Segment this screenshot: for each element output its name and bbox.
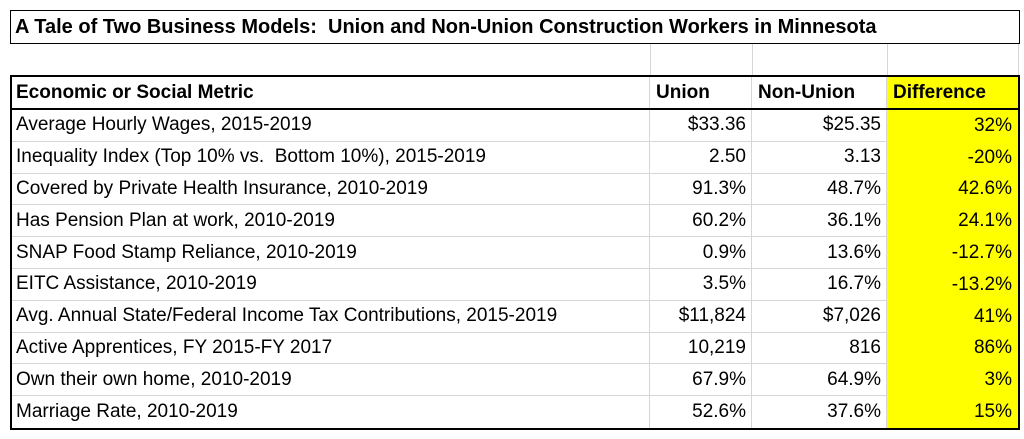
- metric-cell[interactable]: Average Hourly Wages, 2015-2019: [12, 110, 650, 142]
- table-header-row: Economic or Social Metric Union Non-Unio…: [12, 77, 1018, 110]
- union-value-cell[interactable]: 60.2%: [650, 205, 752, 238]
- metric-cell[interactable]: EITC Assistance, 2010-2019: [12, 268, 650, 301]
- gridline: [650, 44, 651, 75]
- table-row: Inequality Index (Top 10% vs. Bottom 10%…: [12, 141, 1018, 174]
- difference-value-cell[interactable]: 3%: [887, 364, 1018, 397]
- table-row: Own their own home, 2010-2019 67.9% 64.9…: [12, 364, 1018, 397]
- union-value-cell[interactable]: 3.5%: [650, 268, 752, 301]
- gridline: [887, 44, 888, 75]
- header-metric-cell[interactable]: Economic or Social Metric: [12, 77, 650, 108]
- spreadsheet-area: A Tale of Two Business Models: Union and…: [10, 10, 1020, 430]
- table-row: SNAP Food Stamp Reliance, 2010-2019 0.9%…: [12, 237, 1018, 269]
- table-row: Marriage Rate, 2010-2019 52.6% 37.6% 15%: [12, 396, 1018, 428]
- non-union-value-cell[interactable]: 13.6%: [752, 237, 887, 269]
- union-value-cell[interactable]: $11,824: [650, 300, 752, 333]
- union-value-cell[interactable]: 52.6%: [650, 396, 752, 428]
- non-union-value-cell[interactable]: 37.6%: [752, 396, 887, 428]
- metric-cell[interactable]: Active Apprentices, FY 2015-FY 2017: [12, 332, 650, 365]
- metric-cell[interactable]: Own their own home, 2010-2019: [12, 364, 650, 397]
- non-union-value-cell[interactable]: 3.13: [752, 141, 887, 174]
- table-row: Has Pension Plan at work, 2010-2019 60.2…: [12, 205, 1018, 238]
- difference-value-cell[interactable]: -13.2%: [887, 268, 1018, 301]
- comparison-table: Economic or Social Metric Union Non-Unio…: [10, 75, 1020, 430]
- union-value-cell[interactable]: $33.36: [650, 110, 752, 142]
- non-union-value-cell[interactable]: 48.7%: [752, 173, 887, 206]
- difference-value-cell[interactable]: -12.7%: [887, 237, 1018, 269]
- difference-value-cell[interactable]: 86%: [887, 332, 1018, 365]
- sheet-title-cell[interactable]: A Tale of Two Business Models: Union and…: [10, 10, 1020, 44]
- union-value-cell[interactable]: 91.3%: [650, 173, 752, 206]
- union-value-cell[interactable]: 2.50: [650, 141, 752, 174]
- gridline: [752, 44, 753, 75]
- difference-value-cell[interactable]: 41%: [887, 300, 1018, 333]
- metric-cell[interactable]: Has Pension Plan at work, 2010-2019: [12, 205, 650, 238]
- table-row: EITC Assistance, 2010-2019 3.5% 16.7% -1…: [12, 268, 1018, 301]
- difference-value-cell[interactable]: 42.6%: [887, 173, 1018, 206]
- metric-cell[interactable]: Marriage Rate, 2010-2019: [12, 396, 650, 428]
- non-union-value-cell[interactable]: 36.1%: [752, 205, 887, 238]
- difference-value-cell[interactable]: 32%: [887, 110, 1018, 142]
- metric-cell[interactable]: Covered by Private Health Insurance, 201…: [12, 173, 650, 206]
- metric-cell[interactable]: SNAP Food Stamp Reliance, 2010-2019: [12, 237, 650, 269]
- non-union-value-cell[interactable]: 64.9%: [752, 364, 887, 397]
- header-difference-cell[interactable]: Difference: [887, 77, 1018, 108]
- non-union-value-cell[interactable]: 816: [752, 332, 887, 365]
- non-union-value-cell[interactable]: $25.35: [752, 110, 887, 142]
- union-value-cell[interactable]: 67.9%: [650, 364, 752, 397]
- header-non-union-cell[interactable]: Non-Union: [752, 77, 887, 108]
- metric-cell[interactable]: Inequality Index (Top 10% vs. Bottom 10%…: [12, 141, 650, 174]
- header-union-cell[interactable]: Union: [650, 77, 752, 108]
- gridline: [1018, 44, 1019, 75]
- difference-value-cell[interactable]: 24.1%: [887, 205, 1018, 238]
- table-row: Active Apprentices, FY 2015-FY 2017 10,2…: [12, 332, 1018, 365]
- difference-value-cell[interactable]: -20%: [887, 141, 1018, 174]
- non-union-value-cell[interactable]: 16.7%: [752, 268, 887, 301]
- union-value-cell[interactable]: 10,219: [650, 332, 752, 365]
- non-union-value-cell[interactable]: $7,026: [752, 300, 887, 333]
- table-row: Average Hourly Wages, 2015-2019 $33.36 $…: [12, 110, 1018, 142]
- difference-value-cell[interactable]: 15%: [887, 396, 1018, 428]
- table-row: Covered by Private Health Insurance, 201…: [12, 173, 1018, 206]
- table-row: Avg. Annual State/Federal Income Tax Con…: [12, 300, 1018, 333]
- metric-cell[interactable]: Avg. Annual State/Federal Income Tax Con…: [12, 300, 650, 333]
- union-value-cell[interactable]: 0.9%: [650, 237, 752, 269]
